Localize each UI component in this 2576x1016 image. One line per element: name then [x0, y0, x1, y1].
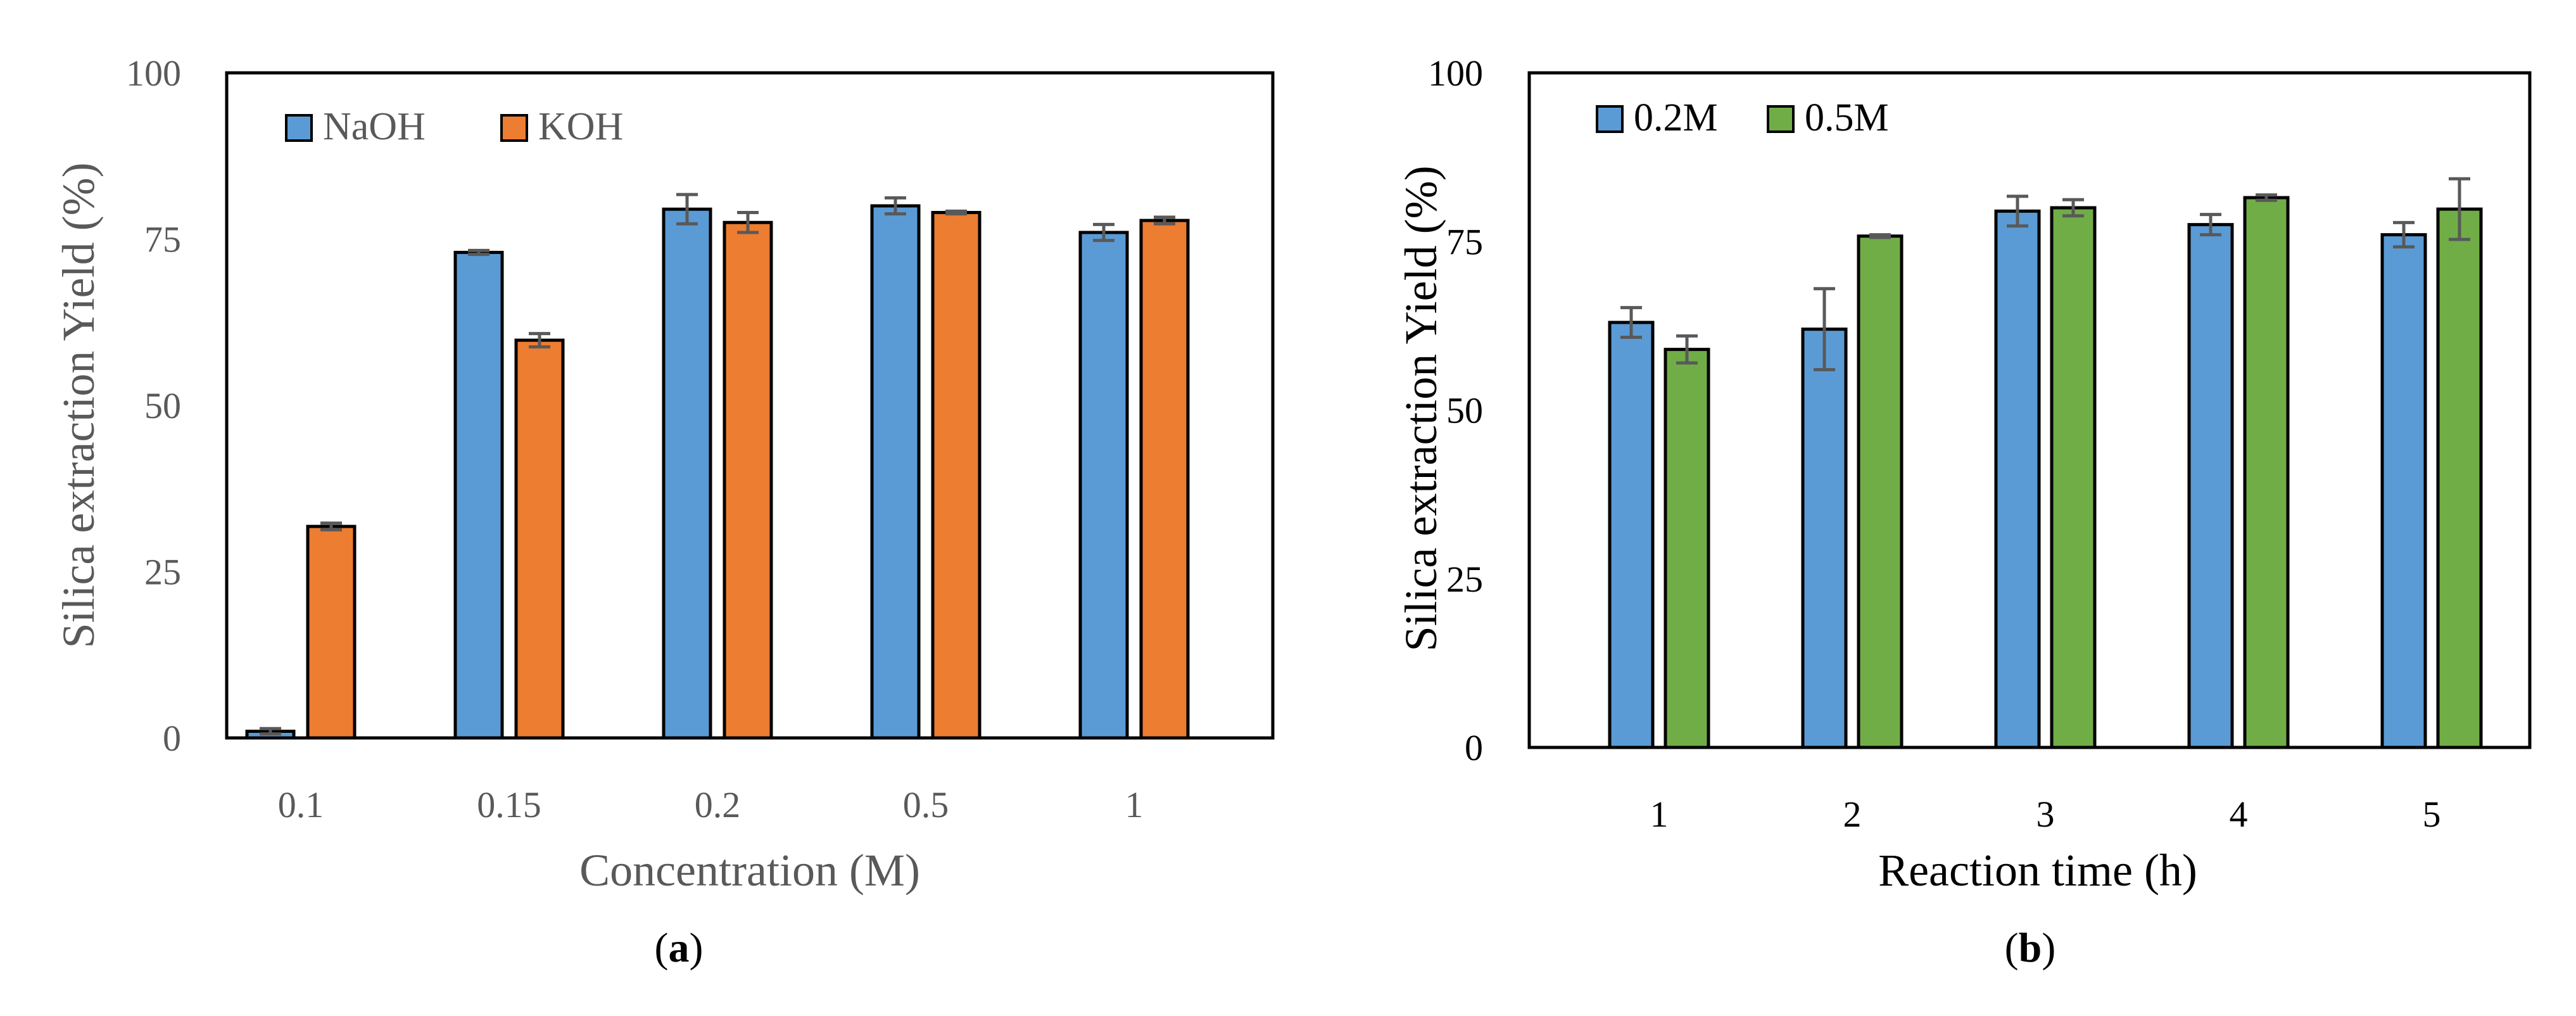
error-bar — [529, 332, 550, 349]
x-tick-label: 1 — [1125, 784, 1144, 825]
panel-caption-letter: b — [2019, 925, 2042, 971]
bar-0-2m — [2380, 233, 2427, 749]
bar-koh — [723, 220, 773, 740]
x-tick-label: 0.5 — [903, 784, 949, 825]
bar-series-group — [245, 193, 1190, 740]
bar-naoh — [453, 251, 504, 740]
x-tick-label: 1 — [1650, 794, 1669, 835]
legend-label: NaOH — [323, 105, 426, 148]
x-tick-label: 3 — [2036, 794, 2055, 835]
x-axis-label: Concentration (M) — [579, 845, 920, 896]
error-bar — [885, 196, 906, 216]
legend-label: KOH — [538, 105, 623, 148]
bar-0-5m — [1664, 348, 1710, 749]
legend-swatch — [500, 114, 528, 142]
bar-0-2m — [1994, 209, 2041, 749]
error-bar — [2007, 194, 2028, 228]
error-bar — [1620, 306, 1642, 339]
y-axis-label: Silica extraction Yield (%) — [53, 162, 104, 648]
x-tick-label: 2 — [1843, 794, 1862, 835]
error-bar — [2062, 198, 2084, 218]
x-tick-label: 5 — [2423, 794, 2441, 835]
bar-naoh — [1078, 231, 1129, 740]
x-tick-label: 0.2 — [695, 784, 741, 825]
legend-swatch — [1596, 105, 1624, 133]
error-bar — [945, 209, 967, 216]
error-bar — [676, 193, 698, 225]
bar-naoh — [662, 207, 712, 740]
y-axis-ticks: 0 25 50 75 100 — [126, 53, 181, 759]
bar-0-2m — [2187, 223, 2234, 749]
y-tick-label: 75 — [144, 219, 181, 260]
error-bar — [1676, 334, 1698, 365]
bar-0-5m — [2436, 207, 2483, 749]
y-tick-label: 100 — [1428, 53, 1483, 94]
error-bar — [1814, 287, 1835, 372]
error-bar — [260, 727, 281, 736]
legend-item: 0.5M — [1767, 96, 1889, 139]
y-axis-label: Silica extraction Yield (%) — [1396, 165, 1446, 651]
error-bar — [468, 248, 489, 257]
y-axis-ticks: 0 25 50 75 100 — [1428, 53, 1483, 768]
chart-panel-b: 0 25 50 75 100 1 2 3 4 5 0.2M 0.5M Reaction time … — [1396, 53, 2532, 971]
legend-label: 0.2M — [1634, 96, 1718, 139]
legend-item: NaOH — [285, 105, 426, 148]
legend-item: 0.2M — [1596, 96, 1718, 139]
bar-series-group — [1608, 177, 2483, 749]
legend-swatch — [1767, 105, 1795, 133]
y-tick-label: 25 — [1446, 559, 1483, 600]
bar-koh — [931, 211, 982, 740]
x-tick-label: 0.1 — [278, 784, 324, 825]
x-axis-ticks: 1 2 3 4 5 — [1650, 794, 2441, 835]
error-bar — [1093, 222, 1114, 243]
x-axis-ticks: 0.1 0.15 0.2 0.5 1 — [278, 784, 1144, 825]
legend-swatch — [285, 114, 313, 142]
error-bar — [2200, 213, 2221, 237]
panel-caption-letter: a — [669, 925, 690, 971]
bar-naoh — [870, 204, 921, 740]
bar-0-5m — [1857, 234, 1904, 749]
y-tick-label: 75 — [1446, 221, 1483, 262]
y-tick-label: 0 — [1465, 727, 1483, 768]
legend: 0.2M 0.5M — [1596, 96, 1889, 139]
y-tick-label: 50 — [1446, 390, 1483, 431]
error-bar — [2256, 193, 2277, 202]
error-bar — [2449, 177, 2470, 241]
error-bar — [1154, 215, 1175, 225]
y-tick-label: 25 — [144, 552, 181, 593]
x-tick-label: 4 — [2230, 794, 2248, 835]
legend-label: 0.5M — [1805, 96, 1889, 139]
legend: NaOH KOH — [285, 105, 623, 148]
error-bar — [737, 211, 759, 234]
y-tick-label: 100 — [126, 53, 181, 94]
bar-0-2m — [1801, 327, 1848, 749]
bar-0-2m — [1608, 321, 1655, 749]
error-bar — [1869, 233, 1891, 239]
x-tick-label: 0.15 — [477, 784, 541, 825]
y-tick-label: 50 — [144, 385, 181, 426]
bar-0-5m — [2243, 196, 2290, 749]
error-bar — [320, 521, 342, 531]
bar-0-5m — [2050, 206, 2097, 749]
panel-caption: (a) — [655, 925, 704, 971]
bar-koh — [306, 524, 357, 740]
bar-koh — [514, 338, 565, 740]
legend-item: KOH — [500, 105, 623, 148]
error-bar — [2393, 220, 2415, 249]
y-tick-label: 0 — [163, 718, 181, 759]
chart-panel-a: 0 25 50 75 100 0.1 0.15 0.2 0.5 1 NaOH KOH Concen… — [53, 53, 1275, 971]
x-axis-label: Reaction time (h) — [1878, 845, 2197, 896]
panel-caption: (b) — [2005, 925, 2056, 971]
bar-koh — [1139, 219, 1190, 740]
